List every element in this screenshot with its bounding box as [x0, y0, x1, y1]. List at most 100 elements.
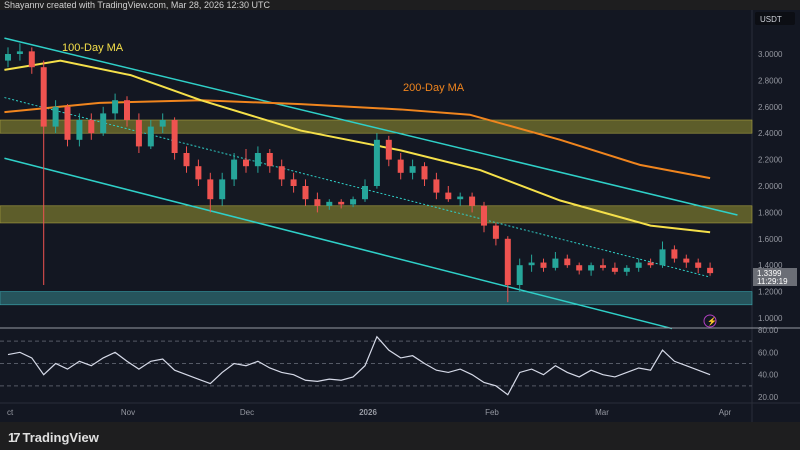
candle-body [611, 267, 618, 272]
ma100-label: 100-Day MA [62, 42, 124, 54]
price-tick: 3.0000 [758, 50, 783, 59]
candle-body [76, 120, 83, 140]
candle-body [302, 186, 309, 200]
candle-body [707, 267, 714, 274]
candle-body [135, 120, 142, 147]
time-tick: Dec [240, 408, 254, 417]
time-tick: Feb [485, 408, 499, 417]
zone-1 [0, 205, 753, 224]
candle-body [385, 139, 392, 160]
countdown: 11:29:19 [757, 277, 788, 286]
time-tick: ct [7, 408, 14, 417]
price-tick: 2.4000 [758, 129, 783, 138]
zone-0 [0, 119, 753, 134]
candle-body [112, 100, 119, 114]
candle-body [552, 258, 559, 268]
candle-body [195, 166, 202, 180]
candle-body [207, 179, 214, 200]
candle-body [254, 153, 261, 167]
candle-body [504, 238, 511, 285]
price-tick: 1.2000 [758, 288, 783, 297]
price-scale[interactable] [752, 10, 800, 422]
price-tick: 1.8000 [758, 208, 783, 217]
time-tick: Nov [121, 408, 135, 417]
candle-body [231, 159, 238, 180]
candle-body [52, 106, 59, 127]
rsi-tick: 20.00 [758, 393, 779, 402]
candle-body [481, 205, 487, 226]
candle-body [338, 201, 345, 205]
price-tick: 1.6000 [758, 235, 783, 244]
time-tick: 2026 [359, 408, 377, 417]
zone-2 [0, 291, 753, 306]
candle-body [124, 100, 130, 120]
candle-body [445, 192, 452, 200]
rsi-tick: 40.00 [758, 371, 779, 380]
last-price-label [753, 268, 797, 286]
candle-body [219, 179, 226, 200]
candle-body [671, 249, 678, 259]
currency-badge[interactable] [755, 12, 795, 25]
candle-body [683, 258, 690, 263]
last-price: 1.3399 [757, 269, 782, 278]
lightning-glyph: ⚡ [707, 316, 717, 326]
candle-body [588, 265, 595, 271]
currency-label: USDT [760, 15, 782, 24]
channel-mid-line [4, 97, 711, 278]
candle-body [516, 265, 523, 285]
price-tick: 2.2000 [758, 156, 783, 165]
candle-body [40, 67, 47, 127]
time-axis[interactable] [0, 403, 752, 422]
tradingview-logo-icon: 17 [8, 430, 21, 445]
channel-upper-line [4, 37, 738, 216]
ma200-line [4, 99, 711, 180]
price-tick: 2.8000 [758, 76, 783, 85]
candle-body [373, 139, 380, 186]
candle-body [243, 159, 249, 167]
candle-body [147, 126, 154, 147]
time-tick: Mar [595, 408, 609, 417]
candle-body [421, 166, 428, 180]
candle-body [88, 120, 95, 134]
candle-body [635, 262, 642, 268]
candle-body [278, 166, 285, 180]
chart-credit: Shayannv created with TradingView.com, M… [4, 0, 270, 10]
candle-body [350, 199, 357, 205]
candle-body [5, 54, 11, 61]
candle-body [314, 199, 321, 206]
candle-body [16, 51, 23, 54]
candle-body [469, 196, 476, 206]
lightning-icon[interactable] [703, 314, 717, 328]
candle-body [159, 120, 166, 127]
candle-body [64, 106, 71, 140]
rsi-line [7, 335, 711, 396]
candle-body [540, 262, 547, 268]
candle-body [397, 159, 404, 173]
candle-body [576, 265, 583, 271]
candle-body [28, 51, 35, 68]
ma200-label: 200-Day MA [403, 82, 465, 94]
footer-brand[interactable]: 17 TradingView [8, 430, 99, 445]
candle-body [290, 179, 297, 186]
time-tick: Apr [719, 408, 732, 417]
candle-body [433, 179, 440, 193]
candle-body [409, 166, 416, 173]
candle-body [492, 225, 499, 239]
price-tick: 1.4000 [758, 261, 783, 270]
price-tick: 2.0000 [758, 182, 783, 191]
rsi-tick: 80.00 [758, 326, 779, 335]
price-tick: 1.0000 [758, 314, 783, 323]
candle-body [457, 196, 464, 200]
candle-body [623, 267, 630, 272]
candle-body [659, 249, 666, 266]
candle-body [647, 262, 654, 266]
candle-body [528, 262, 535, 266]
candle-body [171, 120, 178, 153]
channel-lower-line [4, 157, 673, 330]
candle-body [564, 258, 571, 266]
candle-body [266, 153, 273, 167]
candle-body [695, 262, 702, 268]
rsi-tick: 60.00 [758, 348, 779, 357]
ma100-line [4, 59, 711, 234]
